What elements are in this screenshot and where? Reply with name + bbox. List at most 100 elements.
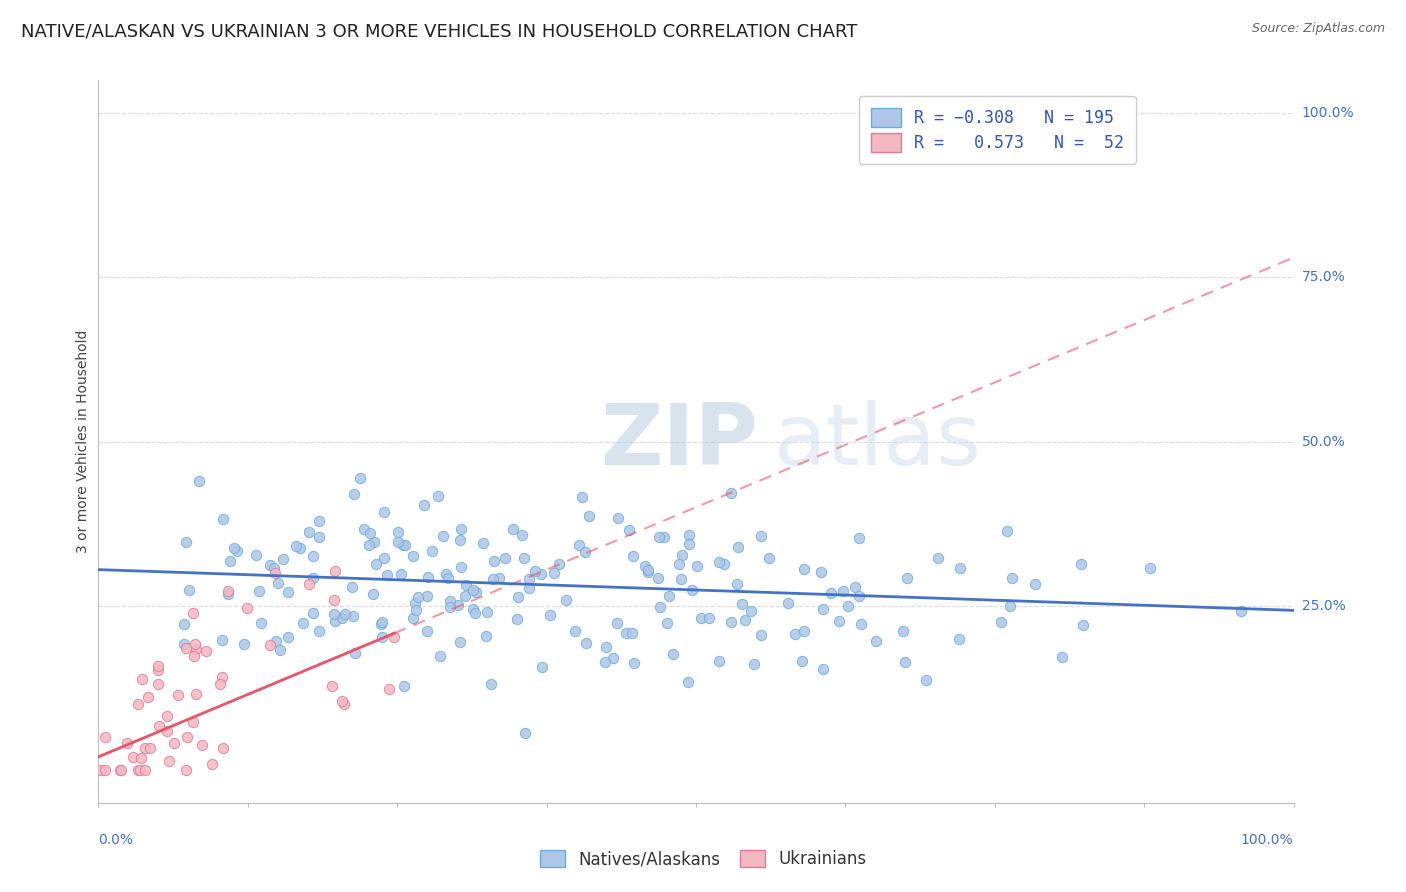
Point [488, 571, 510, 585]
Point [512, 528, 534, 542]
Point [475, 605, 498, 619]
Point [219, 554, 242, 568]
Point [831, 583, 853, 598]
Point [464, 585, 486, 599]
Point [891, 624, 914, 639]
Point [139, 741, 162, 756]
Point [709, 555, 731, 569]
Point [595, 640, 617, 654]
Point [183, 648, 205, 663]
Point [731, 598, 754, 612]
Point [634, 558, 657, 573]
Point [502, 522, 524, 536]
Point [790, 654, 813, 668]
Point [373, 551, 395, 566]
Point [387, 524, 409, 539]
Point [506, 590, 529, 604]
Point [288, 541, 311, 555]
Point [606, 615, 628, 630]
Point [453, 590, 475, 604]
Point [259, 558, 281, 573]
Point [1001, 570, 1024, 584]
Point [321, 679, 343, 693]
Point [519, 581, 541, 595]
Point [156, 724, 179, 739]
Point [418, 569, 440, 583]
Point [697, 611, 720, 625]
Point [93, 731, 115, 745]
Point [915, 673, 938, 688]
Point [245, 548, 267, 562]
Point [658, 589, 681, 603]
Point [740, 604, 762, 618]
Point [134, 763, 156, 777]
Point [127, 697, 149, 711]
Text: 25.0%: 25.0% [1302, 599, 1346, 613]
Point [616, 626, 638, 640]
Point [555, 592, 578, 607]
Point [894, 655, 917, 669]
Point [263, 566, 285, 581]
Point [298, 577, 321, 591]
Point [308, 624, 330, 638]
Point [578, 509, 600, 524]
Point [217, 583, 239, 598]
Point [686, 559, 709, 574]
Point [382, 630, 405, 644]
Point [517, 572, 540, 586]
Point [449, 533, 471, 547]
Point [401, 549, 423, 563]
Point [837, 599, 859, 614]
Point [325, 564, 347, 578]
Point [174, 763, 197, 777]
Point [793, 624, 815, 638]
Point [349, 471, 371, 485]
Point [689, 611, 711, 625]
Point [820, 585, 842, 599]
Point [848, 589, 870, 603]
Point [531, 660, 554, 674]
Point [676, 675, 699, 690]
Point [157, 754, 180, 768]
Text: atlas: atlas [773, 400, 981, 483]
Point [344, 646, 367, 660]
Point [271, 551, 294, 566]
Point [195, 644, 218, 658]
Point [233, 637, 256, 651]
Point [211, 670, 233, 684]
Point [94, 763, 117, 777]
Point [250, 616, 273, 631]
Point [323, 593, 346, 607]
Point [461, 602, 484, 616]
Text: 0.0%: 0.0% [98, 833, 134, 847]
Point [134, 740, 156, 755]
Point [325, 614, 347, 628]
Point [844, 580, 866, 594]
Point [434, 566, 457, 581]
Point [148, 718, 170, 732]
Point [713, 557, 735, 571]
Point [174, 640, 197, 655]
Point [412, 499, 434, 513]
Point [785, 627, 807, 641]
Point [298, 525, 321, 540]
Point [363, 535, 385, 549]
Point [129, 751, 152, 765]
Point [186, 687, 208, 701]
Point [427, 489, 450, 503]
Point [1070, 557, 1092, 571]
Point [749, 529, 772, 543]
Point [479, 677, 502, 691]
Point [749, 628, 772, 642]
Point [849, 616, 872, 631]
Point [291, 615, 314, 630]
Point [370, 616, 392, 631]
Point [1071, 618, 1094, 632]
Point [416, 624, 439, 638]
Point [402, 610, 425, 624]
Point [678, 528, 700, 542]
Point [524, 565, 547, 579]
Point [647, 571, 669, 585]
Point [211, 633, 233, 648]
Point [148, 677, 170, 691]
